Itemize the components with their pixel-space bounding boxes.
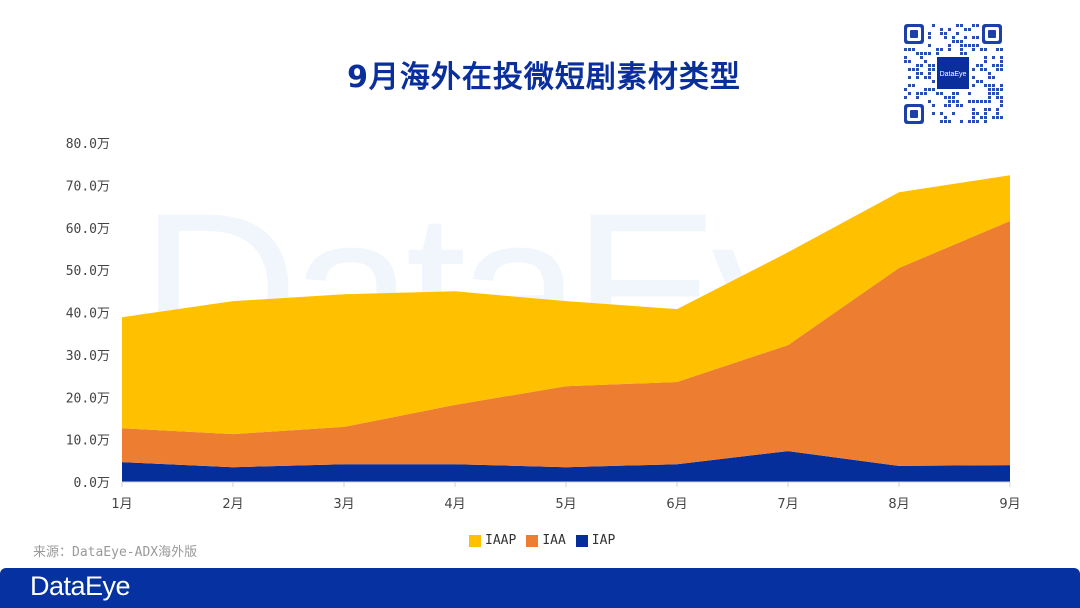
legend-item-iaa[interactable]: IAA: [526, 533, 566, 548]
svg-text:DataEye: DataEye: [940, 71, 967, 78]
x-tick-label: 8月: [888, 497, 909, 512]
area-iap: [122, 451, 1010, 482]
y-tick-label: 40.0万: [66, 307, 110, 322]
legend: IAAP IAA IAP: [469, 533, 619, 548]
x-tick-label: 1月: [111, 497, 132, 512]
y-axis: 0.0万 10.0万 20.0万 30.0万 40.0万 50.0万 60.0万 70.0万 8…: [66, 137, 110, 491]
legend-swatch-icon: [575, 534, 588, 547]
y-tick-label: 10.0万: [66, 434, 110, 449]
x-tick-label: 3月: [333, 497, 354, 512]
legend-label: IAAP: [485, 533, 517, 548]
legend-item-iaap[interactable]: IAAP: [469, 533, 516, 548]
y-tick-label: 80.0万: [66, 137, 110, 152]
y-tick-label: 0.0万: [74, 476, 110, 491]
footer-logo: DataEye: [30, 571, 131, 601]
y-tick-label: 50.0万: [66, 264, 110, 279]
y-tick-label: 20.0万: [66, 391, 110, 406]
area-iaap: [122, 175, 1010, 435]
source-note: 来源：DataEye-ADX海外版: [33, 545, 198, 560]
footer-bar: DataEye: [0, 568, 1080, 608]
x-tick-label: 4月: [444, 497, 465, 512]
legend-swatch-icon: [469, 534, 481, 547]
legend-swatch-icon: [526, 534, 539, 547]
x-tick-label: 5月: [555, 497, 576, 512]
x-tick-label: 9月: [999, 497, 1020, 512]
y-tick-label: 60.0万: [66, 222, 110, 237]
x-tick-label: 2月: [222, 497, 243, 512]
qr-code-icon: DataEye: [902, 22, 1004, 126]
x-tick-label: 6月: [666, 497, 687, 512]
area-series: [122, 175, 1010, 482]
legend-label: IAP: [591, 533, 616, 548]
y-tick-label: 70.0万: [66, 179, 110, 194]
chart-title: 9月海外在投微短剧素材类型: [347, 60, 741, 95]
legend-label: IAA: [542, 533, 566, 548]
x-axis: 1月 2月 3月 4月 5月 6月 7月 8月 9月: [111, 482, 1021, 512]
area-iaa: [122, 221, 1010, 468]
x-tick-label: 7月: [777, 497, 798, 512]
y-tick-label: 30.0万: [66, 349, 110, 364]
qr-code[interactable]: DataEye: [902, 22, 1004, 126]
legend-item-iap[interactable]: IAP: [575, 533, 616, 548]
